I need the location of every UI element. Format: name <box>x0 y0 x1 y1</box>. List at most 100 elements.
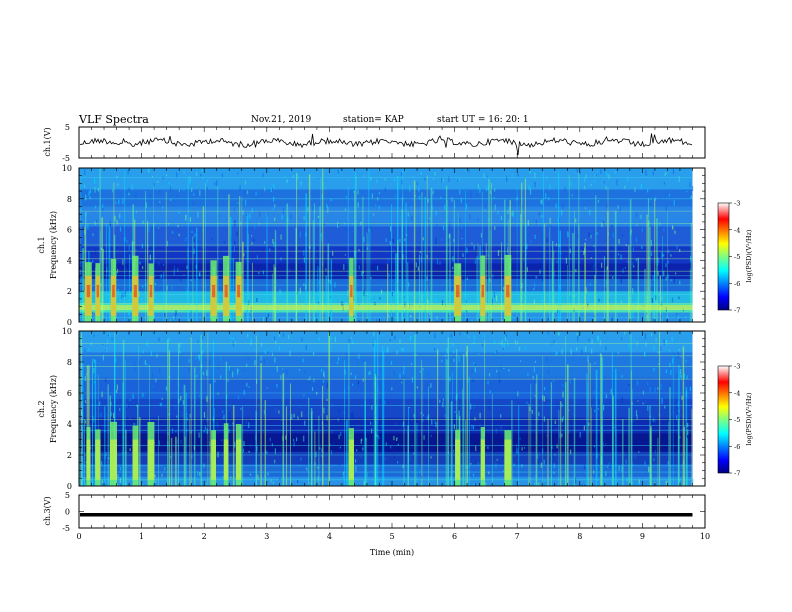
spectrogram-speckle <box>403 365 405 370</box>
spectrogram-burst-core <box>223 439 229 480</box>
spectrogram-speckle <box>496 295 498 302</box>
spectrogram-speckle <box>648 485 650 486</box>
spectrogram-speckle <box>363 175 365 177</box>
spectrogram-speckle <box>366 472 369 478</box>
spectrogram-speckle <box>533 299 535 305</box>
spectrogram-speckle <box>500 216 502 220</box>
spectrogram-speckle <box>200 173 202 177</box>
spectrogram-speckle <box>326 204 328 209</box>
spectrogram-speckle <box>344 228 346 231</box>
spectrogram-speckle <box>228 366 230 371</box>
spectrogram-speckle <box>444 204 446 210</box>
spectrogram-speckle <box>390 445 392 449</box>
spectrogram-speckle <box>603 222 605 224</box>
spectrogram-speckle <box>479 188 481 193</box>
spectrogram-speckle <box>296 437 298 442</box>
spectrogram-speckle <box>415 353 417 356</box>
spectrogram-speckle <box>493 339 496 344</box>
spectrogram-speckle <box>142 285 144 288</box>
spectrogram-speckle <box>483 334 485 338</box>
spectrogram-speckle <box>111 188 114 193</box>
spectrogram-speckle <box>556 444 558 449</box>
spectrogram-speckle <box>434 332 436 339</box>
spectrogram-speckle <box>215 385 217 388</box>
spectrogram-speckle <box>371 428 373 434</box>
spectrogram-speckle <box>299 404 301 408</box>
spectrogram-speckle <box>657 387 659 390</box>
spectrogram-speckle <box>676 415 678 420</box>
spectrogram-speckle <box>194 233 196 237</box>
spectrogram-speckle <box>527 373 529 376</box>
spectrogram-speckle <box>84 400 87 404</box>
spectrogram-speckle <box>477 183 479 189</box>
spectrogram-speckle <box>607 466 609 468</box>
spectrogram-speckle <box>251 234 253 237</box>
spectrogram-speckle <box>337 221 339 228</box>
spectrogram-speckle <box>508 369 510 372</box>
spectrogram-burst-peak <box>96 285 99 298</box>
spectrogram-speckle <box>94 249 96 255</box>
spectrogram-speckle <box>327 207 329 213</box>
spectrogram-speckle <box>115 201 117 204</box>
spectrogram-speckle <box>503 442 505 445</box>
colorbar-tick-label: -7 <box>734 470 740 478</box>
spectrogram-speckle <box>144 360 146 365</box>
spectrogram-speckle <box>663 228 665 232</box>
spectrogram-speckle <box>168 337 170 341</box>
spectrogram-speckle <box>653 458 655 461</box>
spectrogram-speckle <box>222 476 224 479</box>
spectrogram-speckle <box>205 482 207 486</box>
spectrogram-speckle <box>393 178 395 182</box>
spectrogram-speckle <box>223 414 225 419</box>
spectrogram-speckle <box>377 265 379 271</box>
spectrogram-speckle <box>617 351 619 354</box>
spectrogram-speckle <box>203 463 205 468</box>
spectrogram-speckle <box>239 185 241 192</box>
spectrogram-speckle <box>242 369 244 372</box>
spectrogram-speckle <box>416 181 418 186</box>
spectrogram-speckle <box>91 311 93 314</box>
spectrogram-speckle <box>576 346 578 351</box>
spectrogram-speckle <box>588 338 590 342</box>
spectrogram-speckle <box>611 225 613 227</box>
spectrogram-speckle <box>252 453 254 458</box>
spectrogram-speckle <box>610 388 612 395</box>
spectrogram-speckle <box>371 193 373 199</box>
spectrogram-speckle <box>396 350 398 355</box>
y-tick-label: 10 <box>62 327 72 336</box>
spectrogram-speckle <box>221 356 223 361</box>
spectrogram-speckle <box>321 219 323 222</box>
spectrogram-speckle <box>96 404 98 406</box>
spectrogram-speckle <box>261 342 263 347</box>
spectrogram-speckle <box>93 481 95 486</box>
spectrogram-speckle <box>665 263 667 268</box>
spectrogram-speckle <box>410 207 412 209</box>
spectrogram-speckle <box>148 168 150 173</box>
spectrogram-speckle <box>655 295 657 300</box>
spectrogram-speckle <box>604 375 606 379</box>
spectrogram-speckle <box>102 355 104 361</box>
spectrogram-speckle <box>645 400 647 404</box>
spectrogram-speckle <box>154 474 156 477</box>
spectrogram-speckle <box>461 238 463 239</box>
spectrogram-speckle <box>479 412 481 419</box>
spectrogram-speckle <box>127 242 129 246</box>
spectrogram-speckle <box>401 382 403 384</box>
spectrogram-speckle <box>687 423 689 428</box>
spectrogram-speckle <box>92 260 94 263</box>
spectrogram-speckle <box>465 351 467 357</box>
spectrogram-speckle <box>282 368 284 370</box>
spectrogram-speckle <box>562 203 564 209</box>
spectrogram-speckle <box>207 268 209 272</box>
spectrogram-speckle <box>657 351 659 354</box>
spectrogram-speckle <box>624 267 626 269</box>
spectrogram-speckle <box>201 168 203 174</box>
spectrogram-speckle <box>336 432 338 435</box>
spectrogram-speckle <box>681 395 683 400</box>
spectrogram-speckle <box>429 309 431 316</box>
spectrogram-speckle <box>339 464 341 467</box>
spectrogram-speckle <box>250 338 252 344</box>
spectrogram-speckle <box>441 238 443 241</box>
spectrogram-speckle <box>534 182 536 184</box>
spectrogram-speckle <box>472 473 475 477</box>
